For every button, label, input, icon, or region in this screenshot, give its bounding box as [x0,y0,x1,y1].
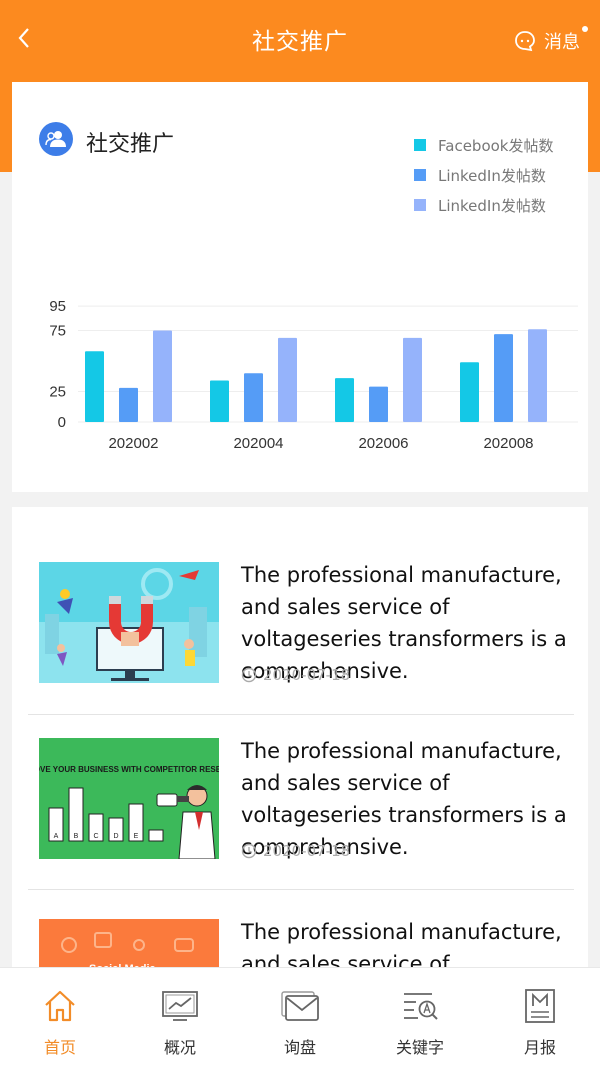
article-thumbnail-magnet [39,562,219,683]
thumbnail-caption: IMPROVE YOUR BUSINESS WITH COMPETITOR RE… [39,765,219,774]
article-item[interactable]: IMPROVE YOUR BUSINESS WITH COMPETITOR RE… [12,683,588,860]
messages-button[interactable]: 消息 [514,26,588,54]
legend-label: LinkedIn发帖数 [438,196,546,215]
chart-card: 95 75 25 0 202002 202004 202006 202008 社交推广 Fac… [12,82,588,492]
user-group-icon [39,122,73,156]
clock-icon [241,843,257,859]
y-tick-label: 25 [49,384,66,401]
legend-swatch [414,199,426,211]
bar[interactable] [153,330,172,423]
tab-overview[interactable]: 概况 [120,986,240,1058]
x-tick-label: 202004 [233,435,283,452]
bar-chart: 95 75 25 0 202002 202004 202006 202008 [49,298,578,452]
tab-monthly-report[interactable]: 月报 [480,986,600,1058]
chevron-left-icon [18,28,29,48]
tab-keywords[interactable]: 关键字 [360,986,480,1058]
x-tick-label: 202008 [483,435,533,452]
legend-swatch [414,169,426,181]
x-tick-label: 202006 [358,435,408,452]
mail-icon [281,991,319,1021]
bar[interactable] [119,387,138,422]
home-icon [45,990,75,1022]
chat-bubble-icon [515,31,535,52]
thumbnail-bar-label: B [74,833,79,840]
thumbnail-bar-label: E [134,833,139,840]
bar[interactable] [278,337,297,422]
thumbnail-bar-label: A [54,833,59,840]
bar[interactable] [369,386,388,422]
unread-dot [582,26,588,32]
legend-item: LinkedIn发帖数 [414,190,553,220]
clock-icon [241,667,257,683]
legend-item: LinkedIn发帖数 [414,160,553,190]
monthly-report-icon [525,989,555,1023]
article-date: 2020-07-18 [241,666,350,684]
bar[interactable] [210,380,229,422]
tab-label: 询盘 [283,1038,316,1057]
tab-label: 概况 [163,1038,196,1057]
legend-swatch [414,139,426,151]
list-divider [28,889,574,890]
chart-monitor-icon [162,991,198,1021]
page-title: 社交推广 [252,29,348,55]
chart-title: 社交推广 [86,132,175,157]
x-tick-label: 202002 [108,435,158,452]
back-button[interactable] [12,26,36,50]
thumbnail-bar-label: C [93,833,98,840]
article-date-text: 2020-07-18 [263,666,351,684]
bar[interactable] [85,351,104,422]
article-text: The professional manufacture, and sales … [241,563,567,683]
tab-inquiry[interactable]: 询盘 [240,986,360,1058]
thumbnail-bar-label: D [113,833,118,840]
article-thumbnail-competitor-research: IMPROVE YOUR BUSINESS WITH COMPETITOR RE… [39,738,219,859]
bar[interactable] [494,334,513,422]
bar[interactable] [528,329,547,422]
legend-label: LinkedIn发帖数 [438,166,546,185]
messages-label: 消息 [544,32,580,53]
tab-label: 关键字 [395,1038,444,1057]
bar[interactable] [403,337,422,422]
legend-item: Facebook发帖数 [414,130,553,160]
bar[interactable] [335,378,354,422]
y-tick-label: 0 [58,414,66,431]
keyword-search-icon [404,993,438,1020]
y-tick-label: 75 [49,323,66,340]
article-item[interactable]: Social Media The professional manufactur… [12,864,588,977]
tab-label: 首页 [43,1038,76,1057]
article-text: The professional manufacture, and sales … [241,739,567,859]
list-divider [28,714,574,715]
bar[interactable] [244,373,263,422]
article-list: The professional manufacture, and sales … [12,507,588,977]
bar[interactable] [460,362,479,422]
article-item[interactable]: The professional manufacture, and sales … [12,507,588,684]
y-tick-label: 95 [49,298,66,315]
tab-home[interactable]: 首页 [0,986,120,1058]
legend-label: Facebook发帖数 [438,136,554,155]
article-date: 2020-07-18 [241,842,350,860]
article-date-text: 2020-07-18 [263,842,351,860]
tab-label: 月报 [523,1038,556,1057]
bottom-tab-bar: 首页 概况 询盘 [0,967,600,1067]
chart-legend: Facebook发帖数 LinkedIn发帖数 LinkedIn发帖数 [414,130,553,220]
